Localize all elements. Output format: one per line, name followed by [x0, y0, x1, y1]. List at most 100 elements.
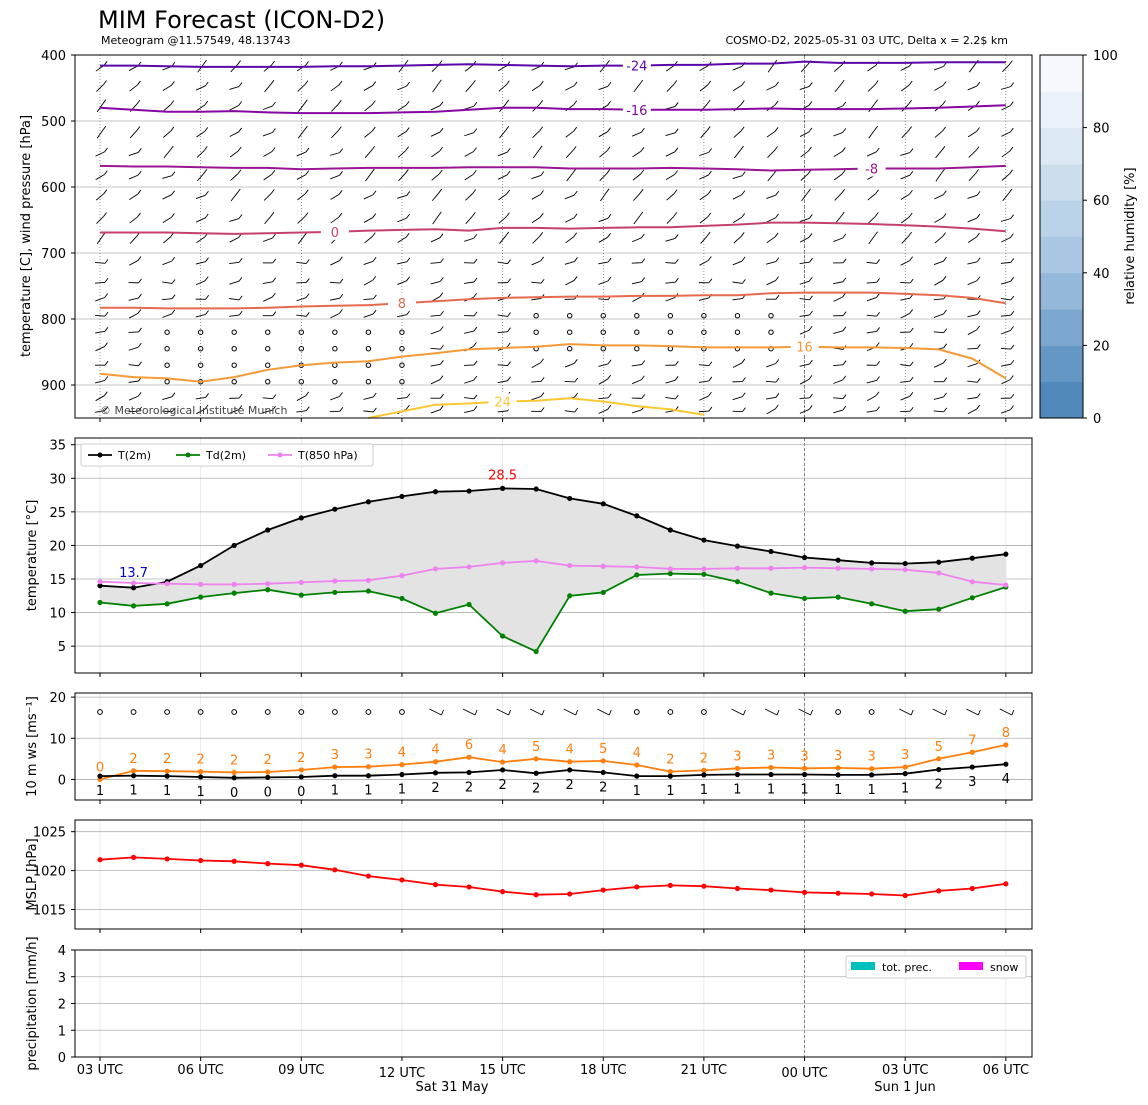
wind-barb [95, 395, 105, 402]
wind-barb [732, 410, 743, 413]
gust-value-label: 3 [767, 748, 775, 763]
wind-barb-flag [607, 257, 612, 263]
wind-barb-flag [406, 257, 411, 263]
td2m-point [969, 595, 975, 601]
wind-barb [733, 236, 742, 244]
wind-barb-flag [775, 81, 779, 87]
calm-wind-marker [701, 329, 707, 335]
wind-barb [262, 281, 273, 285]
wind-barb-flag [741, 358, 746, 364]
wind-barb [297, 235, 305, 245]
wind-barb-flag [840, 211, 845, 217]
legend-box [845, 955, 1027, 979]
wind-barb [364, 130, 373, 138]
ws-point [97, 773, 103, 779]
wind-barb-flag [238, 393, 243, 399]
wind-barb [229, 131, 239, 137]
wind-barb-flag [137, 80, 141, 86]
y-tick-label: 5 [58, 640, 66, 655]
wind-barb-flag [271, 60, 275, 66]
wind-barb [867, 395, 877, 402]
wind-barb [363, 85, 373, 91]
wind-barb-flag [975, 169, 980, 174]
wind-barb-flag [607, 276, 612, 282]
y-tick-label: 400 [41, 49, 66, 64]
isotherm-label-bg [320, 223, 349, 240]
calm-wind-marker [667, 313, 674, 319]
wind-barb-flag [539, 80, 544, 86]
wind-barb-flag [305, 391, 310, 397]
wind-barb [430, 330, 441, 335]
ws-point [768, 771, 774, 778]
wind-barb [967, 329, 977, 335]
wind-barb [229, 150, 239, 158]
wind-barb-flag [305, 147, 310, 153]
calm-wind-marker [365, 379, 372, 385]
wind-barb-flag [775, 294, 780, 300]
wind-barb [397, 217, 407, 223]
wind-barb [162, 194, 172, 200]
x-tick-label: 12 UTC [379, 1066, 425, 1081]
wind-barb-flag [137, 212, 141, 218]
wind-barb-flag [104, 342, 108, 347]
calm-wind-marker [265, 379, 271, 385]
ws-point [902, 771, 908, 777]
wind-barb-flag [976, 127, 980, 132]
wind-barb [297, 103, 305, 113]
wind-barb-flag [102, 99, 107, 104]
isotherm-line [100, 221, 1006, 235]
legend-marker [277, 452, 283, 458]
wind-barb [900, 260, 910, 266]
wind-barb-flag [506, 212, 510, 217]
wind-barb [732, 84, 742, 92]
wind-barb [665, 105, 676, 110]
wind-barb [633, 215, 641, 225]
wind-barb [833, 364, 844, 367]
wind-barb [732, 298, 743, 301]
wind-barb [432, 215, 439, 225]
wind-barb-flag [941, 145, 946, 151]
t850-point [701, 566, 707, 572]
wind-barb-flag [775, 377, 780, 383]
wind-barb-flag [104, 376, 109, 381]
ws-point [164, 773, 170, 779]
wind-barb [195, 217, 206, 223]
wind-barb [330, 395, 340, 401]
calm-wind-marker [734, 313, 741, 319]
calm-wind-marker [365, 709, 372, 715]
wind-barb [397, 104, 407, 111]
calm-wind-marker [130, 709, 137, 715]
wind-barb-flag [406, 393, 411, 398]
t2m-point [801, 554, 808, 561]
wind-barb [95, 297, 105, 302]
y-tick-label: 4 [58, 944, 66, 959]
wind-barb-flag [875, 147, 880, 153]
wind-barb-flag [473, 128, 478, 133]
wind-barb [397, 150, 406, 158]
wind-barb-flag [605, 188, 610, 194]
wind-barb [698, 297, 709, 301]
gust-value-label: 4 [566, 743, 574, 758]
legend: tot. prec. snow [845, 955, 1027, 979]
wind-barb-flag [507, 312, 511, 317]
mslp-point [332, 867, 338, 873]
wind-barb [96, 129, 104, 139]
calm-wind-marker [768, 313, 774, 319]
wind-barb-flag [842, 360, 847, 365]
wind-barb [934, 85, 944, 91]
td2m-point [231, 590, 237, 596]
calm-wind-marker [600, 313, 606, 319]
y-tick-label: 15 [49, 573, 66, 588]
wind-barb-flag [406, 404, 410, 410]
wind-barb-flag [976, 257, 981, 263]
wind-barb-flag [539, 232, 544, 237]
wind-barb [363, 396, 374, 400]
wind-barb-flag [103, 189, 108, 194]
max-temperature-label: 28.5 [488, 469, 517, 484]
ws-point [466, 769, 472, 776]
wind-barb [331, 103, 339, 112]
wind-barb [767, 63, 775, 73]
ws-point [130, 773, 137, 779]
wind-barb [833, 397, 844, 399]
calm-wind-marker [399, 329, 405, 335]
